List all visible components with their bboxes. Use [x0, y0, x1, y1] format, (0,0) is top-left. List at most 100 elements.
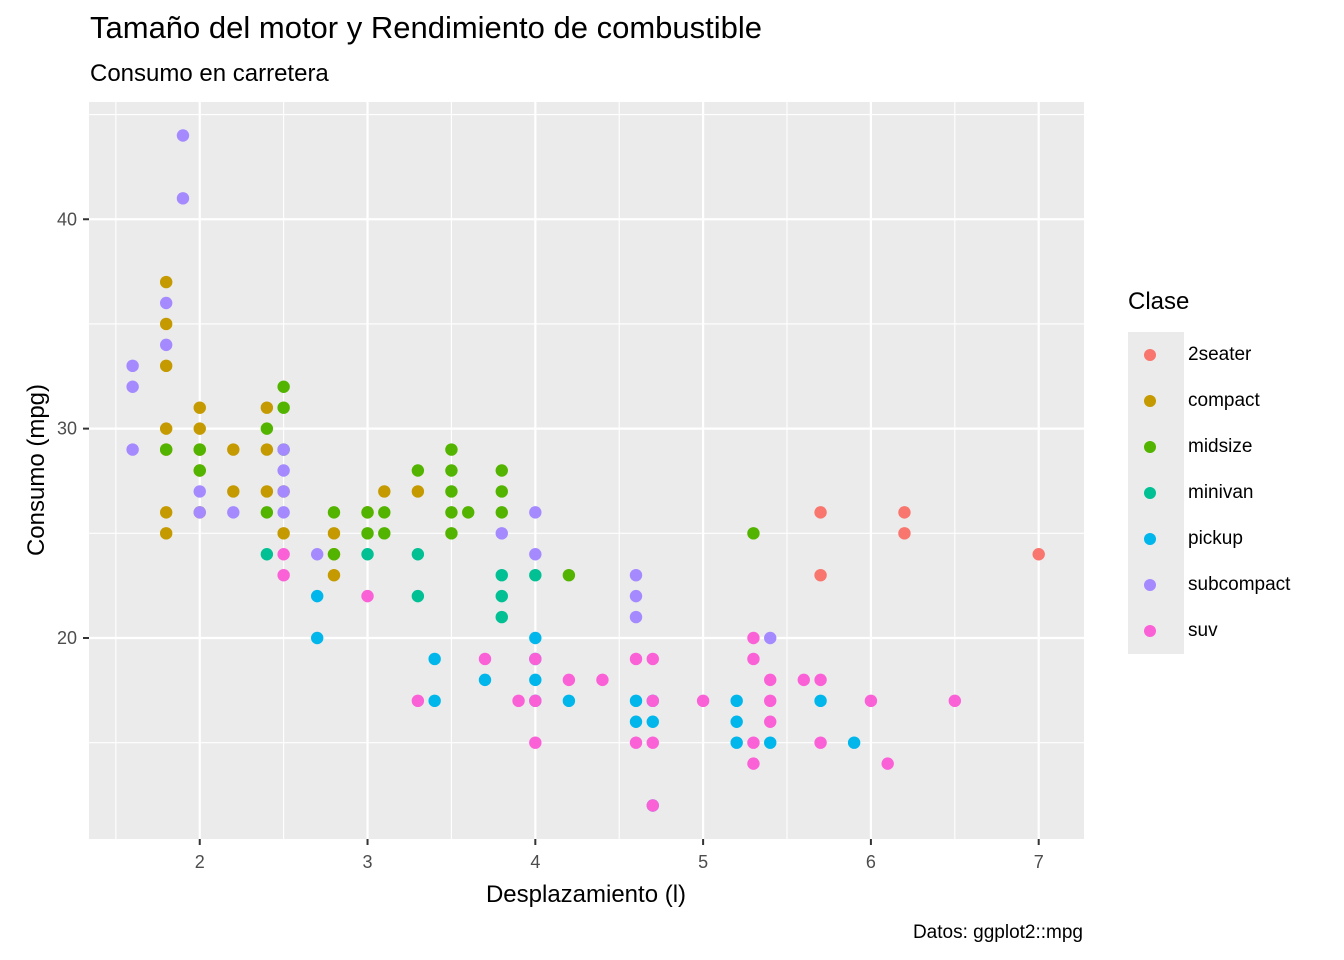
chart-title: Tamaño del motor y Rendimiento de combus…: [90, 10, 763, 45]
point-subcompact: [277, 464, 290, 477]
point-pickup: [847, 736, 861, 749]
point-suv: [529, 652, 542, 666]
point-subcompact: [529, 506, 542, 519]
point-midsize: [260, 422, 274, 435]
point-compact: [159, 527, 173, 540]
point-midsize: [260, 506, 274, 519]
point-subcompact: [193, 485, 206, 498]
point-suv: [277, 568, 290, 582]
legend-item-minivan: minivan: [1128, 470, 1253, 516]
point-suv: [764, 715, 777, 728]
point-suv: [646, 694, 659, 708]
point-minivan: [529, 568, 542, 582]
point-suv: [646, 736, 659, 749]
plot-panel: [89, 102, 1084, 839]
point-minivan: [411, 589, 425, 603]
point-minivan: [495, 568, 508, 582]
legend-item-pickup: pickup: [1128, 516, 1243, 562]
point-compact: [260, 485, 274, 498]
point-suv: [478, 652, 492, 666]
point-compact: [327, 568, 341, 582]
point-midsize: [445, 485, 458, 498]
legend-key-dot: [1144, 625, 1156, 637]
y-axis-title: Consumo (mpg): [23, 384, 50, 556]
legend: Clase 2seater compact midsize minivan pickup…: [1128, 288, 1290, 654]
point-pickup: [529, 673, 542, 687]
y-tick-label: 30: [57, 419, 77, 439]
point-midsize: [445, 506, 458, 519]
point-compact: [260, 443, 274, 456]
point-pickup: [529, 631, 542, 645]
point-compact: [159, 422, 173, 435]
point-2seater: [898, 506, 911, 519]
point-pickup: [730, 715, 743, 728]
point-midsize: [747, 527, 760, 540]
x-tick-label: 2: [195, 852, 205, 872]
x-tick-label: 7: [1034, 852, 1044, 872]
legend-item-suv: suv: [1128, 608, 1218, 654]
point-suv: [562, 673, 576, 687]
chart-caption: Datos: ggplot2::mpg: [912, 922, 1083, 943]
point-compact: [159, 506, 173, 519]
legend-label: subcompact: [1188, 574, 1291, 595]
point-suv: [512, 694, 525, 708]
point-subcompact: [529, 548, 542, 561]
legend-key-dot: [1144, 441, 1156, 453]
point-minivan: [495, 589, 508, 603]
point-pickup: [629, 694, 643, 708]
point-suv: [864, 694, 878, 708]
data-points: [126, 129, 1045, 812]
point-pickup: [814, 694, 827, 708]
point-compact: [378, 485, 391, 498]
point-compact: [277, 527, 290, 540]
point-compact: [227, 485, 240, 498]
point-suv: [764, 673, 777, 687]
y-tick-label: 20: [57, 628, 77, 648]
legend-item-subcompact: subcompact: [1128, 562, 1290, 608]
point-subcompact: [629, 589, 643, 603]
legend-label: pickup: [1188, 528, 1243, 549]
point-midsize: [445, 464, 458, 477]
point-subcompact: [277, 485, 290, 498]
point-subcompact: [126, 380, 139, 393]
point-subcompact: [310, 548, 324, 561]
point-compact: [159, 359, 173, 373]
point-2seater: [898, 527, 911, 540]
point-pickup: [730, 736, 743, 749]
point-pickup: [562, 694, 576, 708]
point-suv: [814, 673, 827, 687]
point-pickup: [730, 694, 743, 708]
point-compact: [193, 401, 206, 414]
x-axis-title: Desplazamiento (l): [486, 881, 686, 908]
legend-item-2seater: 2seater: [1128, 332, 1251, 378]
point-midsize: [562, 568, 576, 582]
point-minivan: [495, 610, 508, 624]
legend-key-dot: [1144, 579, 1156, 591]
point-suv: [747, 757, 760, 770]
point-suv: [646, 652, 659, 666]
point-suv: [881, 757, 894, 770]
point-suv: [629, 652, 643, 666]
point-suv: [277, 548, 290, 561]
legend-key-dot: [1144, 349, 1156, 361]
legend-key-dot: [1144, 487, 1156, 499]
point-midsize: [495, 506, 508, 519]
point-suv: [764, 694, 777, 708]
point-midsize: [445, 443, 458, 456]
chart-subtitle: Consumo en carretera: [90, 60, 329, 87]
point-subcompact: [629, 568, 643, 582]
point-pickup: [310, 589, 324, 603]
point-midsize: [378, 527, 391, 540]
point-subcompact: [159, 338, 173, 352]
point-subcompact: [159, 296, 173, 310]
point-midsize: [193, 464, 206, 477]
point-pickup: [629, 715, 643, 728]
legend-label: suv: [1188, 620, 1218, 641]
point-compact: [159, 275, 173, 289]
legend-label: 2seater: [1188, 344, 1252, 365]
legend-label: midsize: [1188, 436, 1253, 457]
point-subcompact: [277, 506, 290, 519]
point-compact: [193, 422, 206, 435]
x-tick-label: 3: [363, 852, 373, 872]
